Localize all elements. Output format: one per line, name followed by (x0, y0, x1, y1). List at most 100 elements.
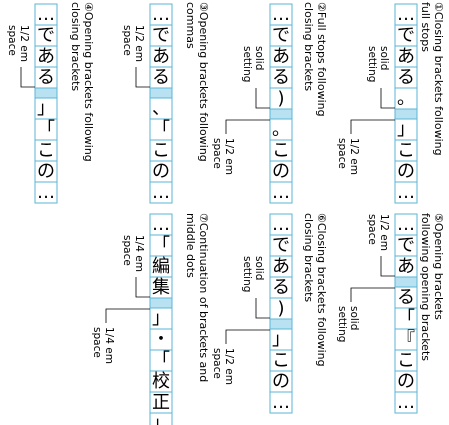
space-marker (149, 297, 173, 309)
glyph: 編 (152, 256, 170, 277)
glyph: 正 (152, 392, 170, 413)
glyph: ) (277, 298, 284, 319)
glyph: で (397, 25, 415, 46)
caption-line: full stops (419, 2, 432, 52)
glyph: あ (272, 256, 290, 277)
glyph-cell (394, 181, 418, 204)
glyph: こ (272, 350, 290, 371)
glyph: … (397, 392, 415, 413)
glyph: る (152, 67, 170, 88)
glyph: こ (152, 140, 170, 161)
glyph: … (272, 392, 290, 413)
glyph: の (152, 161, 170, 182)
space-marker (269, 318, 293, 330)
glyph: … (37, 4, 55, 25)
glyph: る (37, 67, 55, 88)
glyph: こ (37, 140, 55, 161)
glyph: こ (272, 140, 290, 161)
caption-line: commas (184, 2, 197, 49)
glyph: で (272, 235, 290, 256)
annotation-label: space (211, 138, 223, 169)
annotation-label: space (336, 138, 348, 169)
glyph: の (397, 371, 415, 392)
glyph: あ (37, 46, 55, 67)
glyph: … (272, 182, 290, 203)
leader-line (350, 119, 395, 134)
glyph: … (152, 214, 170, 235)
glyph: る (397, 287, 415, 308)
glyph: 『 (397, 329, 415, 350)
glyph-cell (149, 412, 173, 425)
caption-line: ④Opening brackets following (82, 2, 95, 162)
glyph-cell (394, 391, 418, 414)
annotation-label: solid (378, 46, 390, 70)
glyph: で (272, 25, 290, 46)
caption-line: ⑦Continuation of brackets and (197, 213, 210, 382)
leader-line (255, 88, 270, 109)
glyph: こ (397, 350, 415, 371)
leader-line (105, 308, 150, 323)
annotation-label: 1/4 em (133, 235, 145, 272)
glyph: … (397, 4, 415, 25)
annotation-label: solid (348, 306, 360, 330)
leader-line (135, 277, 150, 298)
glyph: あ (397, 256, 415, 277)
glyph: 」 (272, 329, 290, 350)
glyph: 」 (152, 413, 170, 425)
glyph: る (272, 67, 290, 88)
leader-line (255, 298, 270, 319)
glyph: 。 (272, 119, 290, 140)
glyph: ) (277, 88, 284, 109)
annotation-label: space (91, 327, 103, 358)
glyph: 「 (37, 119, 55, 140)
glyph: で (397, 235, 415, 256)
example-ex3: ③Opening brackets followingcommas…である、「こ… (121, 2, 210, 204)
glyph-cell (149, 181, 173, 204)
glyph: … (272, 4, 290, 25)
glyph: 「 (152, 350, 170, 371)
glyph: る (272, 277, 290, 298)
glyph: 校 (152, 371, 170, 392)
glyph: で (152, 25, 170, 46)
glyph: 、 (152, 98, 170, 119)
leader-line (380, 256, 395, 277)
glyph: ・ (152, 329, 170, 350)
leader-line (135, 67, 150, 88)
glyph: る (397, 67, 415, 88)
glyph: 。 (397, 88, 415, 109)
annotation-label: 1/2 em (223, 138, 235, 175)
space-marker (149, 87, 173, 99)
annotation-label: 1/2 em (348, 138, 360, 175)
glyph-cell (269, 181, 293, 204)
annotation-label: 1/2 em (133, 25, 145, 62)
glyph: の (272, 161, 290, 182)
leader-line (225, 119, 270, 134)
glyph: … (152, 182, 170, 203)
glyph: … (397, 214, 415, 235)
glyph: … (397, 182, 415, 203)
space-marker (394, 276, 418, 288)
caption-line: ⑤Opening brackets (432, 213, 445, 320)
glyph-cell (269, 391, 293, 414)
space-marker (394, 108, 418, 120)
glyph: こ (397, 140, 415, 161)
glyph: の (37, 161, 55, 182)
annotation-label: setting (241, 256, 253, 292)
annotation-label: 1/2 em (378, 214, 390, 251)
caption-line: following opening brackets (419, 213, 432, 361)
glyph: … (152, 4, 170, 25)
caption-line: ⑥Closing brackets following (315, 213, 328, 367)
caption-line: closing brackets (69, 2, 82, 91)
space-marker (34, 87, 58, 99)
glyph: あ (152, 46, 170, 67)
annotation-label: solid (253, 256, 265, 280)
caption-line: closing brackets (302, 2, 315, 91)
glyph: 「 (397, 308, 415, 329)
